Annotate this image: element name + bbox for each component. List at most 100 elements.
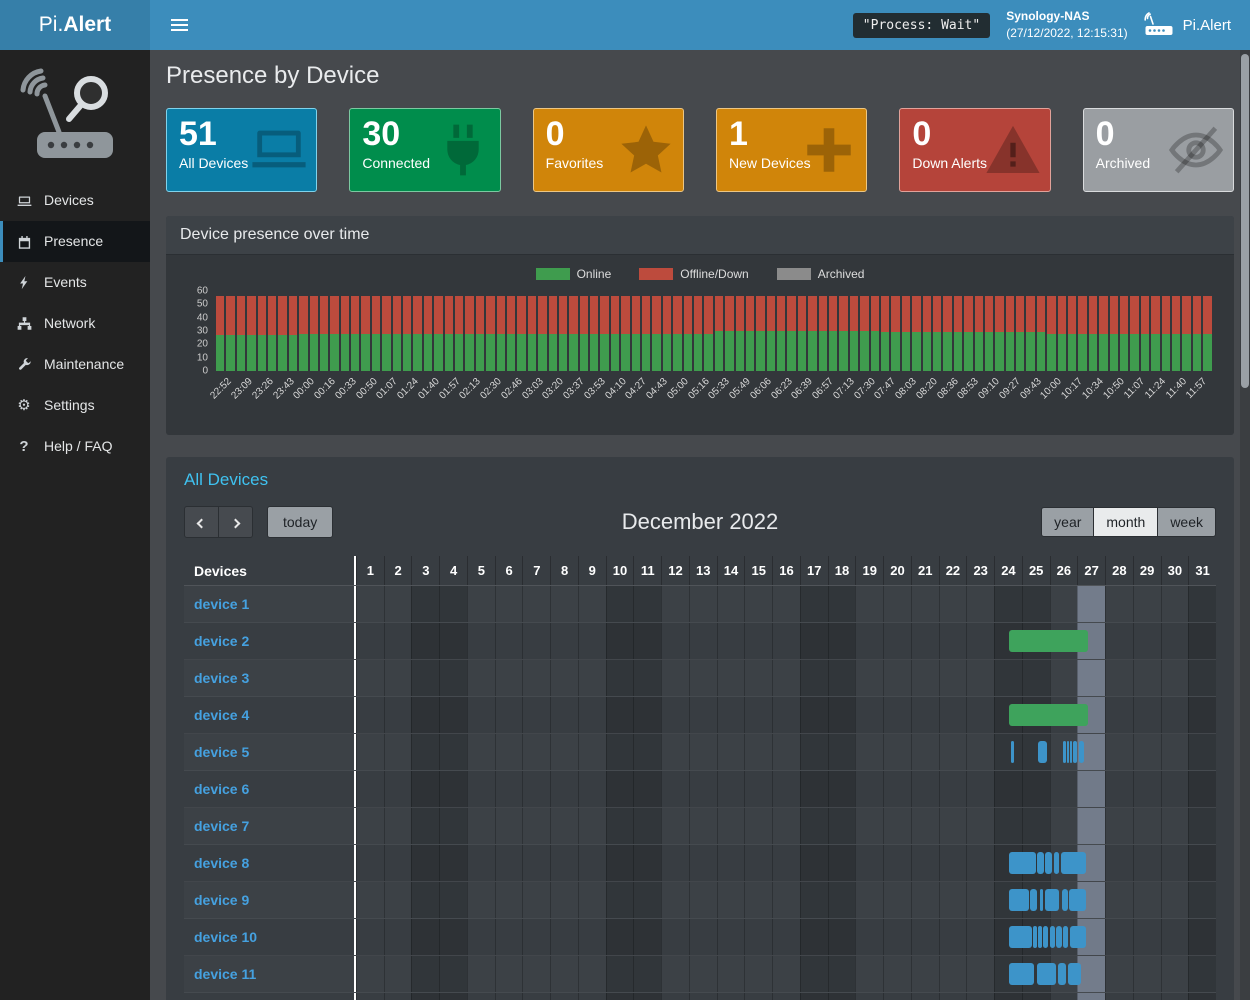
offline-segment	[257, 296, 266, 335]
x-tick-label: 09:27	[997, 376, 1023, 402]
chart-bar	[382, 291, 391, 371]
x-tick-label: 03:03	[519, 376, 546, 402]
online-segment	[818, 331, 828, 371]
hamburger-icon[interactable]	[165, 12, 194, 38]
day-cell-10	[605, 586, 634, 622]
chart-bar	[849, 291, 859, 371]
presence-bar	[1043, 926, 1049, 948]
online-segment	[278, 335, 287, 371]
x-tick-label: 00:00	[291, 376, 318, 402]
chevron-right-icon	[230, 518, 241, 529]
day-cell-13	[688, 808, 717, 844]
day-cell-15	[744, 697, 772, 733]
offline-segment	[1171, 296, 1181, 334]
offline-segment	[1005, 296, 1015, 333]
device-link-device-1[interactable]: device 1	[194, 596, 250, 612]
day-cell-7	[522, 771, 550, 807]
brand-logo[interactable]: Pi. Alert	[0, 0, 150, 50]
day-cell-20	[883, 845, 911, 881]
day-cell-16	[772, 660, 800, 696]
today-button[interactable]: today	[267, 506, 334, 538]
chart-bar	[1078, 291, 1087, 371]
day-header-29: 29	[1132, 556, 1161, 585]
online-segment	[288, 335, 298, 371]
sidebar-item-help-faq[interactable]: ? Help / FAQ	[0, 426, 150, 467]
day-cell-20	[883, 882, 911, 918]
week-view-button[interactable]: week	[1158, 507, 1216, 537]
device-link-device-8[interactable]: device 8	[194, 855, 250, 871]
x-tick-label: 06:57	[810, 376, 836, 402]
day-cell-29	[1132, 919, 1161, 955]
day-cell-2	[383, 919, 412, 955]
day-cell-14	[716, 919, 745, 955]
device-link-device-7[interactable]: device 7	[194, 818, 250, 834]
device-link-device-3[interactable]: device 3	[194, 670, 250, 686]
user-menu[interactable]: Pi.Alert	[1144, 12, 1235, 38]
day-cell-26	[1049, 808, 1078, 844]
laptop-icon	[15, 192, 33, 209]
day-header-4: 4	[439, 556, 467, 585]
day-cell-23	[966, 586, 994, 622]
sidebar-item-settings[interactable]: ⚙ Settings	[0, 384, 150, 426]
online-segment	[714, 331, 724, 371]
day-cell-8	[550, 993, 578, 1000]
day-cell-22	[938, 734, 967, 770]
next-month-button[interactable]	[219, 506, 253, 538]
device-link-device-6[interactable]: device 6	[194, 781, 250, 797]
chart-bar	[631, 291, 641, 371]
device-name-cell: device 11	[184, 956, 356, 992]
sidebar-item-events[interactable]: Events	[0, 262, 150, 303]
day-cell-20	[883, 956, 911, 992]
device-link-device-5[interactable]: device 5	[194, 744, 250, 760]
device-link-device-9[interactable]: device 9	[194, 892, 250, 908]
presence-bar	[1038, 926, 1042, 948]
day-cell-25	[1021, 808, 1050, 844]
device-link-device-2[interactable]: device 2	[194, 633, 250, 649]
day-cell-28	[1105, 808, 1133, 844]
day-cell-12	[661, 734, 689, 770]
day-cell-5	[466, 660, 495, 696]
day-cell-1	[356, 660, 384, 696]
summary-card-connected[interactable]: 30 Connected	[349, 108, 501, 192]
day-cell-22	[938, 845, 967, 881]
sidebar-item-network[interactable]: Network	[0, 302, 150, 343]
device-link-device-10[interactable]: device 10	[194, 929, 258, 945]
day-cell-6	[494, 882, 523, 918]
device-name-cell: device 4	[184, 697, 356, 733]
chart-bar	[777, 291, 786, 371]
sidebar-item-devices[interactable]: Devices	[0, 180, 150, 221]
summary-card-new-devices[interactable]: 1 New Devices	[715, 108, 868, 192]
month-view-button[interactable]: month	[1094, 507, 1159, 537]
eye-slash-icon	[1167, 121, 1225, 179]
offline-segment	[932, 296, 942, 333]
day-cell-23	[966, 993, 994, 1000]
day-cell-25	[1021, 771, 1050, 807]
x-tick-label: 22:52	[208, 376, 235, 402]
sidebar-item-maintenance[interactable]: Maintenance	[0, 343, 150, 384]
chevron-left-icon	[196, 518, 207, 529]
day-cell-2	[383, 623, 412, 659]
online-segment	[382, 333, 391, 371]
summary-card-archived[interactable]: 0 Archived	[1082, 108, 1234, 192]
chart-bar	[808, 291, 817, 371]
online-segment	[974, 332, 983, 371]
sidebar-item-presence[interactable]: Presence	[0, 220, 150, 262]
day-cell-1	[356, 771, 384, 807]
prev-month-button[interactable]	[184, 506, 219, 538]
card-value: 0	[1095, 115, 1115, 153]
year-view-button[interactable]: year	[1041, 507, 1095, 537]
presence-bar	[1069, 926, 1086, 948]
chart-bar	[340, 291, 350, 371]
chart-bar	[922, 291, 931, 371]
day-cell-28	[1105, 919, 1133, 955]
chart-bar	[236, 291, 246, 371]
device-link-device-4[interactable]: device 4	[194, 707, 250, 723]
scrollbar[interactable]	[1241, 54, 1249, 388]
day-cell-19	[855, 882, 883, 918]
summary-card-favorites[interactable]: 0 Favorites	[532, 108, 684, 192]
day-cell-23	[966, 734, 994, 770]
presence-bar	[1063, 741, 1066, 763]
device-link-device-11[interactable]: device 11	[194, 966, 257, 982]
summary-card-all-devices[interactable]: 51 All Devices	[166, 108, 318, 192]
summary-card-down-alerts[interactable]: 0 Down Alerts	[899, 108, 1051, 192]
